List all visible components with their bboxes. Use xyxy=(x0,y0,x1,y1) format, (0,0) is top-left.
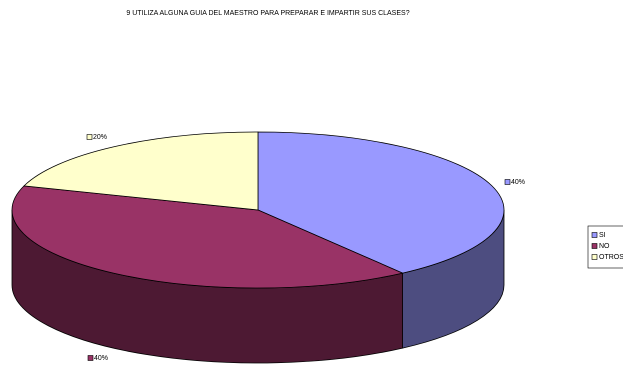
legend-swatch xyxy=(591,254,598,260)
legend-swatch xyxy=(591,243,598,249)
label-swatch xyxy=(86,134,93,140)
legend-label: NO xyxy=(599,243,610,250)
label-swatch xyxy=(504,179,511,185)
data-label: 40% xyxy=(511,179,525,186)
chart-title: 9 UTILIZA ALGUNA GUIA DEL MAESTRO PARA P… xyxy=(126,10,409,17)
legend-swatch xyxy=(591,232,598,238)
label-swatch xyxy=(87,355,94,361)
legend-label: OTROS xyxy=(599,254,623,261)
legend-label: SI xyxy=(599,232,606,239)
pie-slice xyxy=(23,131,259,211)
data-label: 20% xyxy=(93,134,107,141)
data-label: 40% xyxy=(94,355,108,362)
pie-slice xyxy=(11,185,404,289)
pie-slice xyxy=(257,131,505,274)
